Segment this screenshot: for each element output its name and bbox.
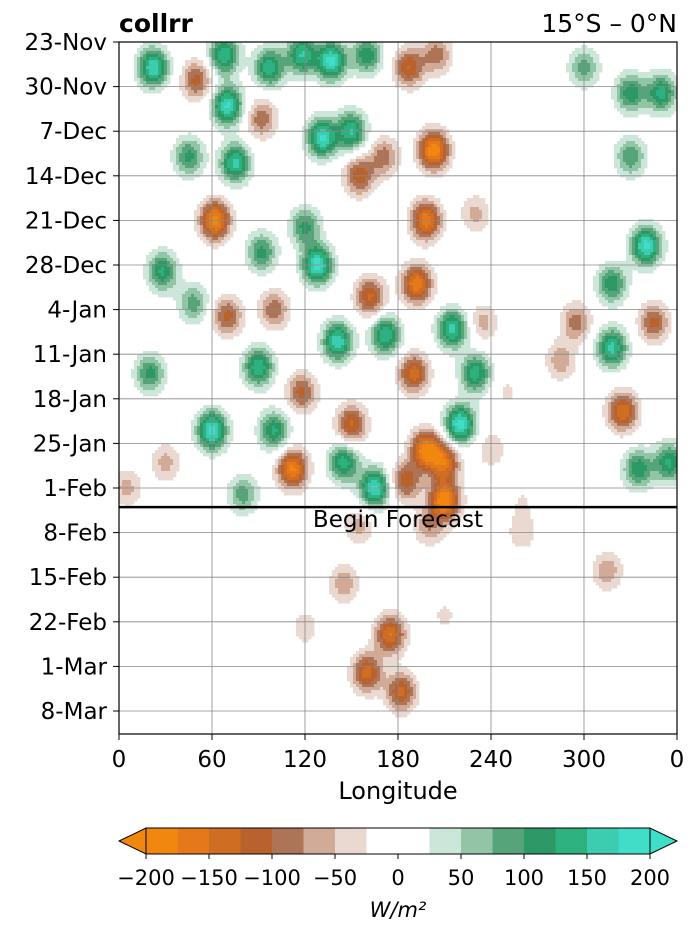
y-tick-label: 7-Dec — [40, 119, 107, 145]
colorbar-extend-high — [649, 827, 679, 855]
colorbar-tick-label: 50 — [448, 866, 475, 890]
y-tick-label: 28-Dec — [25, 253, 107, 279]
chart-title-right: 15°S – 0°N — [541, 9, 677, 38]
chart-title-left: collrr — [119, 9, 193, 38]
x-tick-label: 60 — [197, 747, 226, 773]
y-axis-ticks: 23-Nov 30-Nov 7-Dec 14-Dec 21-Dec 28-Dec 4-Jan… — [25, 30, 119, 725]
colorbar-bin — [146, 828, 178, 854]
colorbar-tick-label: −200 — [117, 866, 175, 890]
colorbar-tick-label: 100 — [504, 866, 544, 890]
y-tick-label: 18-Jan — [33, 387, 107, 413]
x-tick-label: 120 — [283, 747, 327, 773]
x-tick-label: 240 — [469, 747, 513, 773]
x-axis-ticks: 0 60 120 180 240 300 0 — [112, 734, 685, 773]
colorbar-bin — [366, 828, 399, 854]
colorbar-bin — [429, 828, 462, 854]
forecast-marker: Begin Forecast — [119, 505, 677, 533]
colorbar — [117, 827, 679, 855]
colorbar-bin — [398, 828, 430, 854]
colorbar-bin — [177, 828, 210, 854]
y-tick-label: 1-Feb — [43, 476, 107, 502]
colorbar-bin — [524, 828, 556, 854]
colorbar-bin — [240, 828, 273, 854]
colorbar-tick-label: 0 — [391, 866, 404, 890]
colorbar-bin — [492, 828, 525, 854]
y-tick-label: 8-Feb — [43, 521, 107, 547]
y-tick-label: 8-Mar — [41, 699, 108, 725]
x-tick-label: 0 — [670, 747, 685, 773]
colorbar-tick-label: −100 — [243, 866, 301, 890]
y-tick-label: 23-Nov — [25, 30, 107, 56]
y-tick-label: 15-Feb — [29, 565, 107, 591]
colorbar-bin — [461, 828, 493, 854]
y-tick-label: 21-Dec — [25, 208, 107, 234]
y-tick-label: 22-Feb — [29, 610, 107, 636]
colorbar-extend-low — [117, 827, 147, 855]
colorbar-bin — [209, 828, 241, 854]
x-axis-label: Longitude — [338, 777, 457, 805]
y-tick-label: 25-Jan — [33, 431, 107, 457]
y-tick-label: 11-Jan — [33, 342, 107, 368]
colorbar-bin — [555, 828, 588, 854]
x-tick-label: 0 — [112, 747, 127, 773]
colorbar-tick-label: −50 — [313, 866, 357, 890]
colorbar-bin — [335, 828, 367, 854]
colorbar-tick-label: −150 — [180, 866, 238, 890]
anomaly-field — [119, 42, 677, 718]
y-tick-label: 4-Jan — [47, 298, 107, 324]
colorbar-bin — [618, 828, 651, 854]
y-tick-label: 1-Mar — [41, 654, 108, 680]
x-tick-label: 180 — [376, 747, 420, 773]
y-tick-label: 30-Nov — [25, 75, 107, 101]
colorbar-tick-label: 150 — [567, 866, 607, 890]
colorbar-label: W/m² — [370, 898, 427, 922]
colorbar-tick-label: 200 — [630, 866, 670, 890]
colorbar-bin — [303, 828, 336, 854]
forecast-label: Begin Forecast — [313, 507, 483, 533]
colorbar-bin — [587, 828, 619, 854]
colorbar-ticks: −200 −150 −100 −50 0 50 100 150 200 — [117, 854, 670, 890]
x-tick-label: 300 — [562, 747, 606, 773]
colorbar-bin — [272, 828, 304, 854]
y-tick-label: 14-Dec — [25, 164, 107, 190]
